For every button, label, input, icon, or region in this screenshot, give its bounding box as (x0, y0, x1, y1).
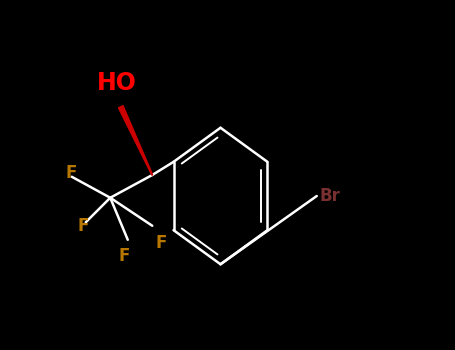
Text: HO: HO (97, 70, 137, 95)
Text: F: F (66, 164, 77, 182)
Text: Br: Br (319, 187, 340, 205)
Text: F: F (156, 234, 167, 252)
Text: F: F (78, 217, 89, 235)
Polygon shape (118, 106, 152, 175)
Text: F: F (119, 247, 130, 265)
